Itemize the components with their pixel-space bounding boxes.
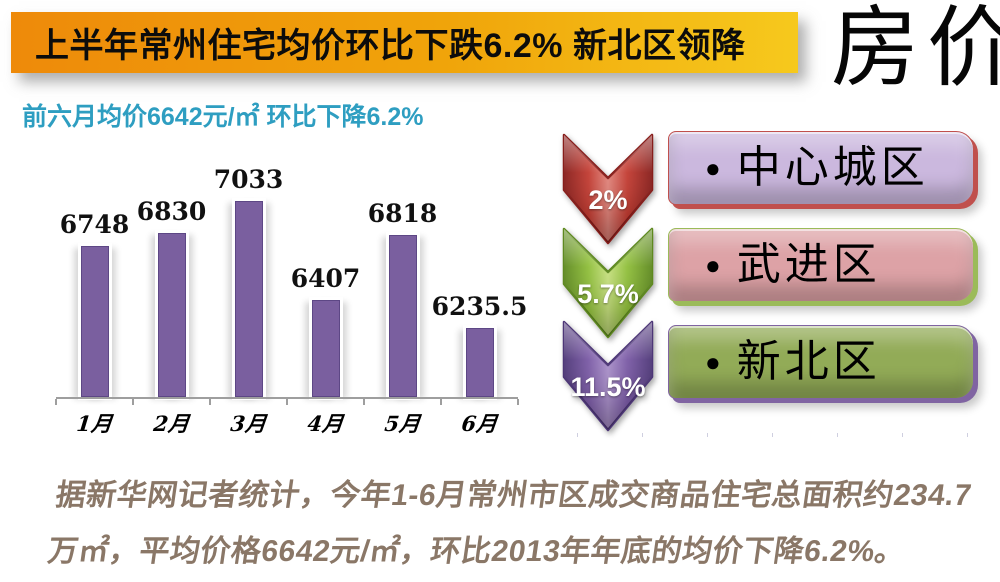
bar: [311, 300, 340, 397]
bar-plot: 6748 6830 7033 6407 6818 6235.5: [56, 150, 527, 397]
bar-value-label: 6235.5: [431, 292, 528, 321]
decline-arrow: 5.7%: [562, 227, 654, 339]
region-label: 新北区: [736, 336, 881, 387]
bar: [388, 235, 417, 397]
month-label: 1月: [75, 411, 114, 436]
bullet-icon: ●: [705, 250, 721, 280]
ghost-tick: [642, 433, 643, 437]
chevron-down-icon: [562, 133, 654, 245]
region-label: 武进区: [736, 239, 881, 290]
month-label: 2月: [152, 411, 191, 436]
bullet-icon: ●: [705, 347, 721, 377]
region-box: ● 武进区: [668, 228, 974, 302]
footer-note: 据新华网记者统计，今年1-6月常州市区成交商品住宅总面积约234.7万㎡，平均价…: [45, 479, 974, 568]
ghost-tick: [902, 433, 903, 437]
month-labels: 1月 2月 3月 4月 5月 6月: [56, 408, 518, 438]
axis-tick: [286, 399, 288, 405]
axis-tick: [55, 399, 57, 405]
chevron-down-icon: [562, 227, 654, 339]
bar-chart: 6748 6830 7033 6407 6818 6235.5 1月 2月 3月 4月 5月 6月: [55, 150, 527, 438]
bar: [157, 233, 186, 397]
bar-slot: 6830: [133, 150, 210, 397]
axis-tick: [208, 399, 211, 405]
bar-slot: 7033: [210, 150, 287, 397]
axis-tick: [440, 399, 442, 405]
bar-value-label: 7033: [213, 165, 284, 194]
bar: [234, 201, 263, 397]
decline-arrow: 2%: [562, 133, 654, 245]
region-box: ● 新北区: [668, 325, 974, 399]
bar: [465, 328, 494, 397]
bar-value-label: 6818: [367, 199, 438, 228]
bullet-icon: ●: [705, 153, 721, 183]
title-banner: 上半年常州住宅均价环比下跌6.2% 新北区领降: [11, 12, 798, 73]
ghost-tick: [967, 433, 968, 437]
month-label: 6月: [460, 411, 499, 436]
chevron-down-icon: [562, 320, 654, 432]
decline-percent: 11.5%: [570, 372, 646, 402]
subtitle: 前六月均价6642元/㎡ 环比下降6.2%: [22, 103, 424, 131]
ghost-tick: [837, 433, 838, 437]
bar-slot: 6818: [364, 150, 441, 397]
x-axis: [55, 397, 519, 405]
bar-value-label: 6830: [136, 197, 207, 226]
bar-slot: 6235.5: [432, 150, 527, 397]
bar-slot: 6407: [287, 150, 364, 397]
region-box: ● 中心城区: [668, 131, 974, 205]
bar-value-label: 6407: [290, 264, 361, 293]
axis-tick: [131, 399, 134, 405]
region-panel: 2% ● 中心城区 5.7% ● 武进区 11.5% ● 新北区: [562, 131, 1000, 463]
corner-label: 房价: [831, 0, 1000, 97]
ghost-tick: [577, 433, 578, 437]
decline-percent: 2%: [588, 185, 628, 215]
decline-arrow: 11.5%: [562, 320, 654, 432]
bar-value-label: 6748: [59, 210, 130, 239]
bar-slot: 6748: [56, 150, 133, 397]
page-title: 上半年常州住宅均价环比下跌6.2% 新北区领降: [35, 27, 746, 65]
axis-tick: [362, 399, 365, 405]
decline-percent: 5.7%: [577, 279, 639, 309]
month-label: 3月: [229, 411, 268, 436]
axis-tick: [517, 399, 519, 405]
month-label: 5月: [383, 411, 422, 436]
region-label: 中心城区: [736, 142, 929, 193]
month-label: 4月: [306, 411, 345, 436]
ghost-tick: [772, 433, 773, 437]
ghost-tick: [707, 433, 708, 437]
bar: [80, 246, 109, 397]
